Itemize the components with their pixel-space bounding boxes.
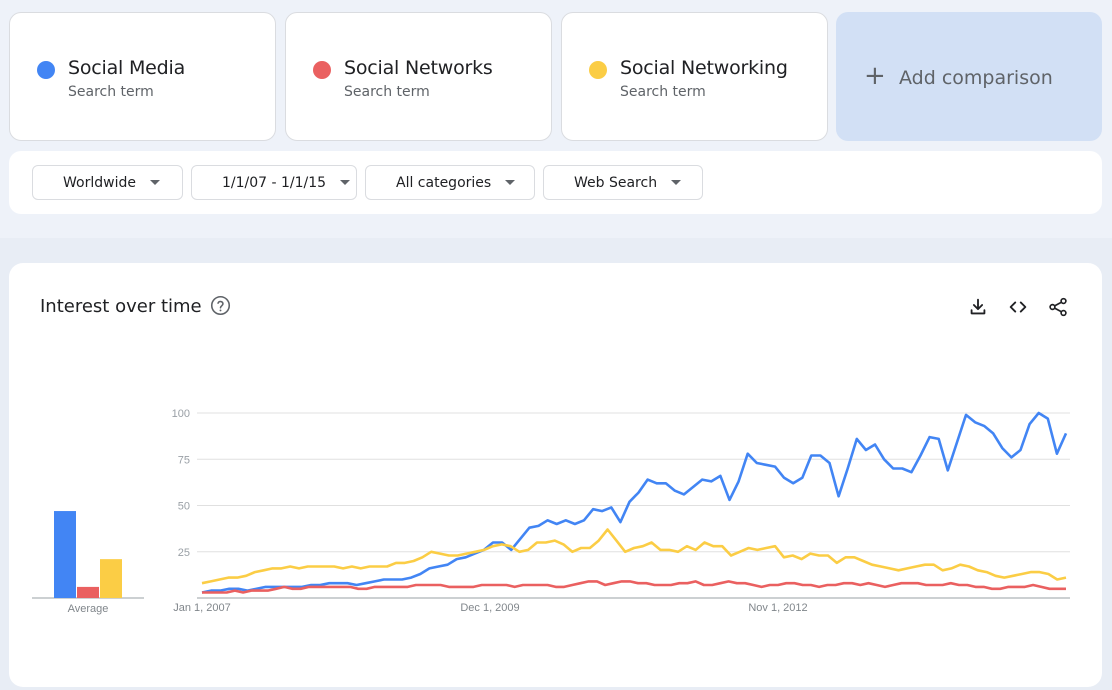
category-dropdown[interactable]: All categories xyxy=(365,165,535,200)
average-bar-social-networks xyxy=(77,586,99,598)
help-icon[interactable] xyxy=(210,295,231,316)
caret-down-icon xyxy=(149,180,160,185)
category-value: All categories xyxy=(396,174,492,191)
series-color-dot xyxy=(589,61,607,79)
y-tick-label: 75 xyxy=(178,454,190,466)
date-range-dropdown[interactable]: 1/1/07 - 1/1/15 xyxy=(191,165,357,200)
term-type-label: Search term xyxy=(620,84,706,100)
series-line-social-media[interactable] xyxy=(201,411,1068,594)
term-name[interactable]: Social Media xyxy=(68,57,186,79)
caret-down-icon xyxy=(671,180,682,185)
term-card-social-media[interactable]: Social Media Search term xyxy=(9,12,276,141)
series-color-dot xyxy=(313,61,331,79)
embed-icon[interactable] xyxy=(1007,296,1029,318)
x-tick-label: Jan 1, 2007 xyxy=(173,602,231,614)
term-card-social-networks[interactable]: Social Networks Search term xyxy=(285,12,552,141)
series-color-dot xyxy=(37,61,55,79)
download-icon[interactable] xyxy=(967,296,989,318)
caret-down-icon xyxy=(340,180,351,185)
term-name[interactable]: Social Networks xyxy=(344,57,493,79)
series-line-social-networking[interactable] xyxy=(201,528,1067,585)
caret-down-icon xyxy=(505,180,516,185)
interest-over-time-card: Interest over time xyxy=(9,263,1102,687)
term-name[interactable]: Social Networking xyxy=(620,57,788,79)
search-type-dropdown[interactable]: Web Search xyxy=(543,165,703,200)
x-tick-label: Dec 1, 2009 xyxy=(460,602,519,614)
average-bar-social-media xyxy=(54,511,76,598)
search-type-value: Web Search xyxy=(574,174,658,191)
add-comparison-label: Add comparison xyxy=(899,67,1053,89)
y-tick-label: 25 xyxy=(178,547,190,559)
region-dropdown[interactable]: Worldwide xyxy=(32,165,183,200)
y-tick-label: 50 xyxy=(178,501,190,513)
chart-title: Interest over time xyxy=(40,296,202,317)
term-type-label: Search term xyxy=(344,84,430,100)
region-value: Worldwide xyxy=(63,174,136,191)
y-tick-label: 100 xyxy=(172,408,190,420)
average-bar-social-networking xyxy=(100,559,122,598)
filter-bar: Worldwide 1/1/07 - 1/1/15 All categories… xyxy=(9,151,1102,214)
date-range-value: 1/1/07 - 1/1/15 xyxy=(222,174,327,191)
add-comparison-button[interactable]: + Add comparison xyxy=(836,12,1102,141)
share-icon[interactable] xyxy=(1047,296,1069,318)
plus-icon: + xyxy=(864,61,886,91)
term-type-label: Search term xyxy=(68,84,154,100)
series-line-social-networks[interactable] xyxy=(202,580,1066,594)
x-tick-label: Nov 1, 2012 xyxy=(748,602,807,614)
term-card-social-networking[interactable]: Social Networking Search term xyxy=(561,12,828,141)
average-label: Average xyxy=(68,603,109,615)
